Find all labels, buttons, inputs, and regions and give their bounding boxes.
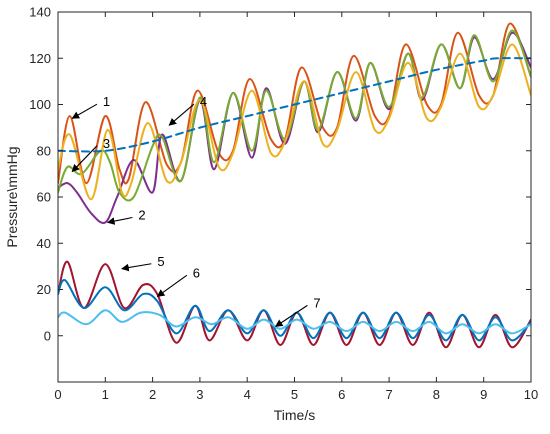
plot-frame (57, 11, 532, 383)
x-tick-label: 1 (102, 387, 109, 402)
x-tick-label: 0 (54, 387, 61, 402)
y-tick-label: 80 (37, 143, 51, 158)
annotation-arrow-6 (156, 274, 188, 297)
x-tick-label: 4 (244, 387, 251, 402)
x-tick-label: 10 (524, 387, 538, 402)
series-line-s7 (58, 309, 531, 335)
x-tick-label: 8 (433, 387, 440, 402)
series-line-s3 (58, 29, 531, 202)
series-line-s6 (58, 279, 531, 342)
y-tick-label: 20 (37, 282, 51, 297)
x-tick-label: 3 (196, 387, 203, 402)
series-line-s5 (58, 260, 531, 349)
annotation-label-1: 1 (103, 94, 110, 109)
y-tick-label: 100 (29, 97, 51, 112)
annotation-arrow-2 (106, 216, 133, 225)
annotation-label-4: 4 (200, 94, 207, 109)
x-tick-label: 2 (149, 387, 156, 402)
annotation-label-2: 2 (138, 208, 145, 223)
x-axis-label: Time/s (274, 407, 315, 423)
y-tick-label: 120 (29, 51, 51, 66)
annotation-arrow-1 (71, 103, 98, 119)
annotation-label-5: 5 (157, 254, 164, 269)
y-tick-label: 40 (37, 236, 51, 251)
series-line-s4 (58, 43, 531, 201)
x-tick-label: 5 (291, 387, 298, 402)
y-axis-label: Pressure\mmHg (4, 146, 20, 247)
x-tick-label: 7 (385, 387, 392, 402)
annotation-arrow-7 (274, 304, 308, 327)
series-line-ref (58, 57, 531, 153)
annotation-arrow-3 (71, 145, 98, 173)
x-tick-label: 9 (480, 387, 487, 402)
annotation-label-3: 3 (103, 136, 110, 151)
annotation-label-6: 6 (193, 265, 200, 280)
annotation-arrow-5 (121, 263, 152, 272)
annotation-arrow-4 (168, 103, 195, 126)
annotation-label-7: 7 (313, 295, 320, 310)
x-tick-label: 6 (338, 387, 345, 402)
series-line-s2 (58, 31, 531, 224)
y-tick-label: 140 (29, 5, 51, 20)
y-tick-label: 60 (37, 190, 51, 205)
y-tick-label: 0 (44, 328, 51, 343)
